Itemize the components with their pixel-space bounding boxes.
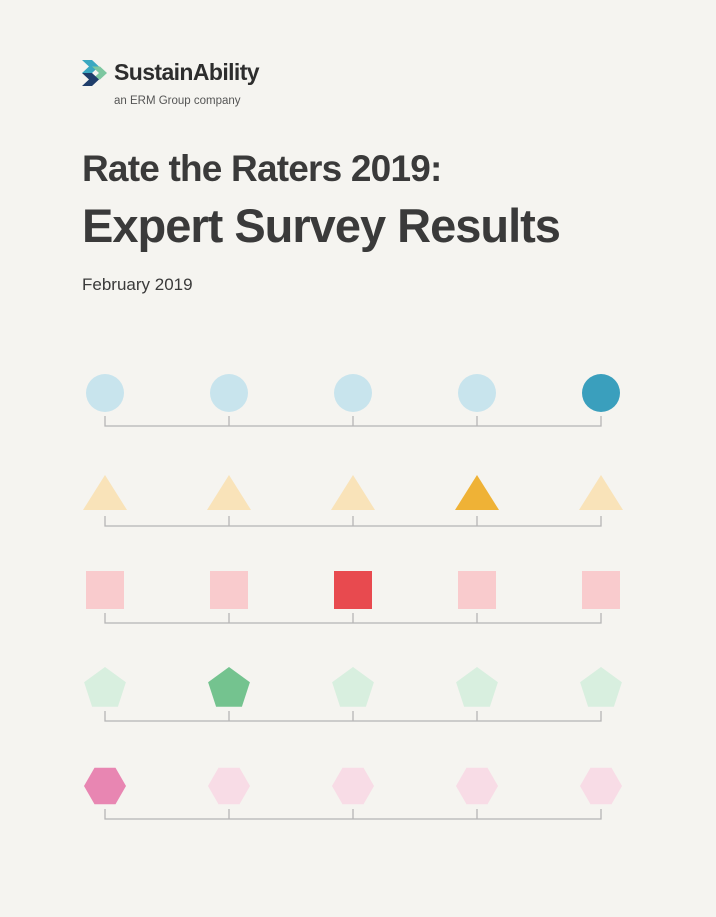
hexagon-icon [208,767,250,805]
rating-scale-line [104,711,602,722]
pentagon-icon [332,667,374,707]
rating-row-pentagon [84,667,622,722]
rating-scale-line [104,416,602,427]
circle-icon [210,374,248,412]
pentagon-icon [84,667,126,707]
circle-icon-highlighted [582,374,620,412]
hexagon-icon-highlighted [84,767,126,805]
rating-row-square [86,571,620,624]
logo: SustainAbility an ERM Group company [82,58,302,114]
square-icon [86,571,124,609]
pentagon-icon [580,667,622,707]
rating-row-circle [86,374,620,427]
circle-icon [86,374,124,412]
triangle-icon-highlighted [455,475,499,510]
triangle-icon [331,475,375,510]
report-title: Rate the Raters 2019: [82,148,442,189]
brand-tagline: an ERM Group company [114,95,241,107]
square-icon [458,571,496,609]
sustainability-logo-icon [82,60,107,86]
triangle-icon [207,475,251,510]
hexagon-icon [332,767,374,805]
circle-icon [458,374,496,412]
hexagon-icon [456,767,498,805]
triangle-icon [579,475,623,510]
pentagon-icon [456,667,498,707]
square-icon [210,571,248,609]
circle-icon [334,374,372,412]
square-icon [582,571,620,609]
publication-date: February 2019 [82,275,193,294]
hexagon-icon [580,767,622,805]
pentagon-icon-highlighted [208,667,250,707]
rating-row-hexagon [84,767,622,820]
report-subtitle: Expert Survey Results [82,199,561,252]
rating-scale-line [104,809,602,820]
brand-name: SustainAbility [114,59,260,85]
rating-row-triangle [83,475,623,527]
rating-scale-line [104,516,602,527]
square-icon-highlighted [334,571,372,609]
rating-scale-line [104,613,602,624]
triangle-icon [83,475,127,510]
